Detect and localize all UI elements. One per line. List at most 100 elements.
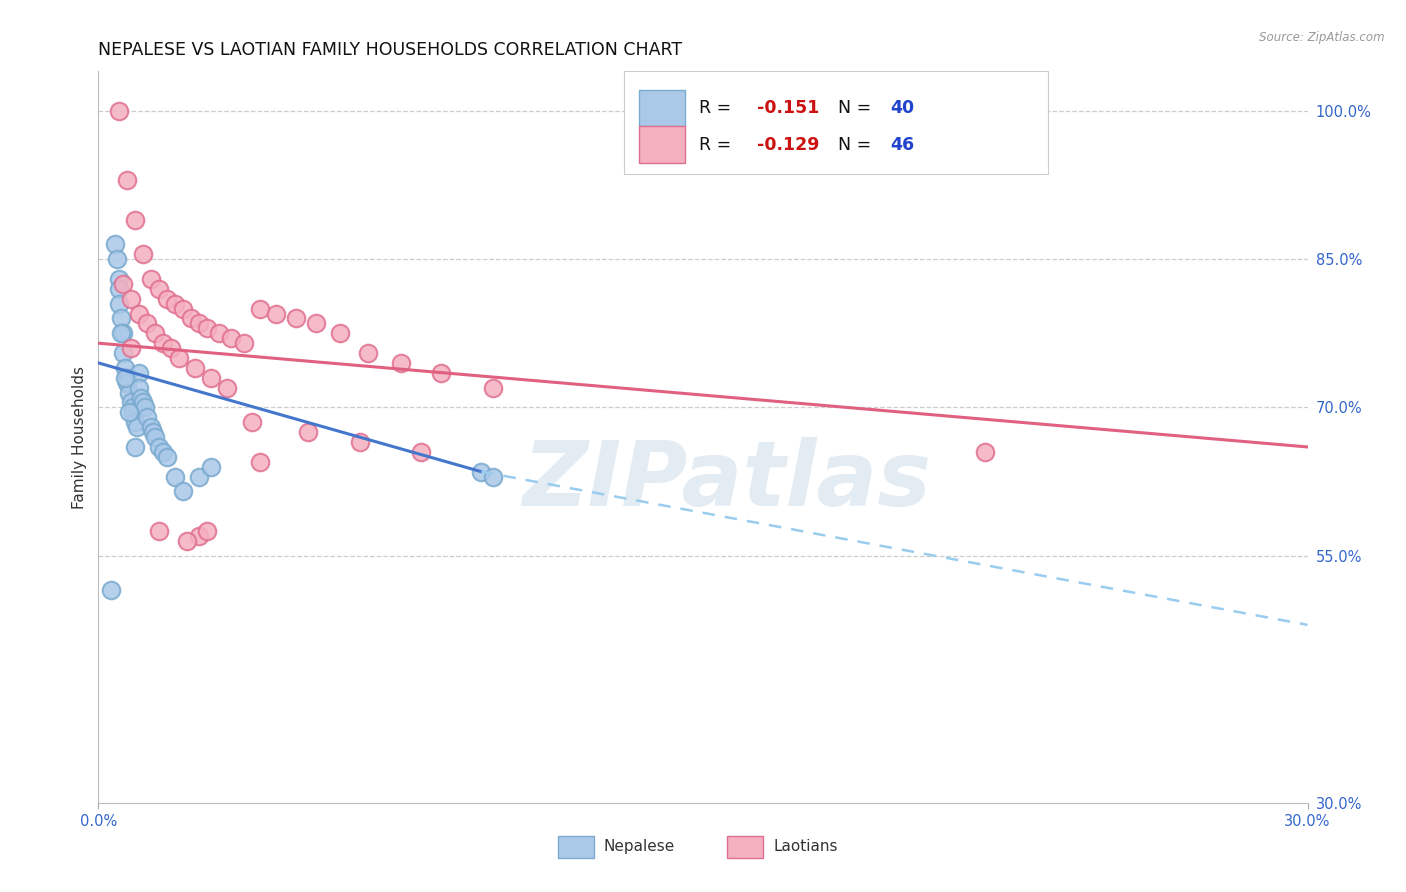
Text: 40: 40: [890, 99, 914, 117]
Point: [430, 366, 453, 380]
Point: [100, 583, 122, 598]
Point: [156, 450, 179, 464]
Point: [107, 272, 129, 286]
Point: [110, 326, 132, 341]
Point: [172, 301, 194, 316]
Point: [148, 440, 170, 454]
Point: [180, 311, 202, 326]
Point: [264, 306, 287, 320]
Point: [305, 317, 328, 331]
Point: [200, 371, 222, 385]
Point: [134, 401, 156, 415]
Point: [115, 371, 138, 385]
Text: R =: R =: [699, 136, 737, 153]
Text: N =: N =: [838, 99, 877, 117]
Point: [143, 326, 166, 341]
Text: Laotians: Laotians: [773, 839, 838, 855]
Point: [118, 405, 141, 419]
Point: [111, 346, 134, 360]
Point: [184, 360, 207, 375]
Point: [103, 237, 125, 252]
Text: -0.151: -0.151: [758, 99, 820, 117]
Point: [974, 445, 997, 459]
Point: [111, 326, 134, 341]
Point: [152, 336, 174, 351]
FancyBboxPatch shape: [727, 836, 763, 858]
Point: [148, 282, 170, 296]
Point: [110, 311, 132, 326]
Point: [389, 356, 412, 370]
Point: [135, 410, 157, 425]
Point: [121, 405, 143, 419]
Point: [129, 391, 152, 405]
Point: [195, 524, 218, 538]
Point: [139, 420, 162, 434]
Point: [118, 385, 141, 400]
Point: [470, 465, 492, 479]
Point: [107, 296, 129, 310]
Point: [128, 381, 150, 395]
Point: [124, 415, 146, 429]
Point: [107, 103, 129, 118]
Point: [128, 366, 150, 380]
Point: [115, 173, 138, 187]
Point: [152, 445, 174, 459]
Y-axis label: Family Households: Family Households: [72, 366, 87, 508]
Point: [349, 435, 371, 450]
Text: -0.129: -0.129: [758, 136, 820, 153]
Point: [132, 247, 155, 261]
Point: [167, 351, 190, 365]
Point: [156, 292, 179, 306]
FancyBboxPatch shape: [558, 836, 595, 858]
Point: [160, 341, 183, 355]
Point: [111, 277, 134, 291]
Text: Source: ZipAtlas.com: Source: ZipAtlas.com: [1260, 31, 1385, 45]
Text: NEPALESE VS LAOTIAN FAMILY HOUSEHOLDS CORRELATION CHART: NEPALESE VS LAOTIAN FAMILY HOUSEHOLDS CO…: [98, 41, 682, 59]
Point: [329, 326, 352, 341]
Point: [105, 252, 128, 267]
Point: [120, 341, 142, 355]
Point: [143, 430, 166, 444]
Point: [142, 425, 165, 439]
Point: [409, 445, 432, 459]
Point: [124, 212, 146, 227]
Point: [163, 296, 186, 310]
Point: [221, 331, 243, 345]
Point: [115, 376, 138, 390]
Point: [124, 440, 146, 454]
Text: R =: R =: [699, 99, 737, 117]
Point: [120, 292, 142, 306]
Point: [188, 469, 211, 483]
Point: [114, 371, 136, 385]
Point: [121, 401, 143, 415]
Point: [128, 306, 150, 320]
Point: [217, 381, 239, 395]
Point: [232, 336, 254, 351]
Point: [188, 529, 211, 543]
Point: [125, 420, 148, 434]
Point: [114, 360, 136, 375]
Point: [188, 317, 211, 331]
Text: ZIPatlas: ZIPatlas: [523, 437, 932, 525]
Point: [357, 346, 380, 360]
Point: [482, 469, 505, 483]
FancyBboxPatch shape: [624, 71, 1047, 174]
Point: [200, 459, 222, 474]
Text: N =: N =: [838, 136, 877, 153]
Point: [240, 415, 263, 429]
Point: [148, 524, 170, 538]
FancyBboxPatch shape: [638, 90, 685, 127]
Point: [139, 272, 162, 286]
Point: [249, 455, 271, 469]
Point: [284, 311, 307, 326]
Point: [120, 395, 142, 409]
Point: [176, 533, 198, 548]
Text: Nepalese: Nepalese: [603, 839, 675, 855]
FancyBboxPatch shape: [638, 126, 685, 162]
Point: [132, 395, 155, 409]
Point: [482, 381, 505, 395]
Point: [135, 317, 157, 331]
Text: 46: 46: [890, 136, 914, 153]
Point: [208, 326, 231, 341]
Point: [163, 469, 186, 483]
